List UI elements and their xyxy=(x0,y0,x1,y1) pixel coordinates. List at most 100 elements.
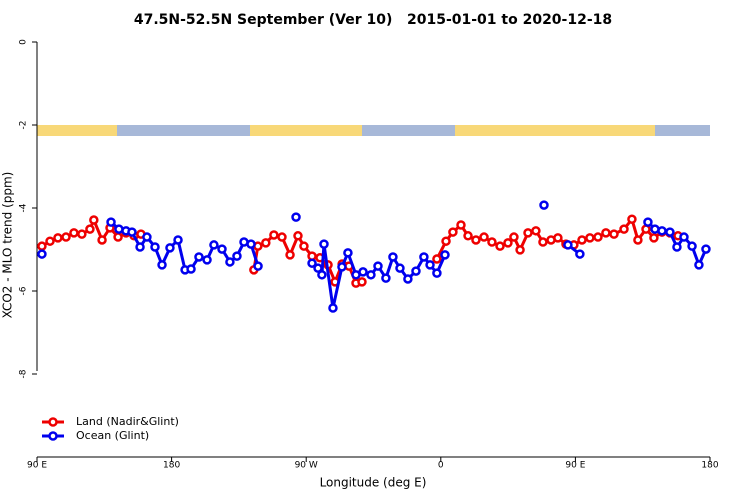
point xyxy=(672,242,682,252)
x-tick-label: 0 xyxy=(438,461,444,471)
point xyxy=(657,226,667,236)
legend-label: Ocean (Glint) xyxy=(76,429,149,442)
point xyxy=(45,236,55,246)
point xyxy=(479,232,489,242)
point xyxy=(269,230,279,240)
point xyxy=(531,226,541,236)
y-tick-label: -8 xyxy=(19,369,29,378)
y-tick-label: -6 xyxy=(19,286,29,295)
point xyxy=(601,228,611,238)
x-tick-label: 90 E xyxy=(565,461,585,471)
point xyxy=(701,244,711,254)
point xyxy=(373,261,383,271)
point xyxy=(577,235,587,245)
point xyxy=(679,232,689,242)
point xyxy=(419,252,429,262)
legend-marker xyxy=(48,417,58,427)
point xyxy=(246,239,256,249)
point xyxy=(539,200,549,210)
point xyxy=(317,270,327,280)
point xyxy=(633,235,643,245)
point xyxy=(202,255,212,265)
point xyxy=(563,240,573,250)
point xyxy=(135,242,145,252)
point xyxy=(432,268,442,278)
point xyxy=(194,252,204,262)
point xyxy=(186,264,196,274)
point xyxy=(487,237,497,247)
point xyxy=(69,228,79,238)
point xyxy=(291,212,301,222)
y-axis-label: XCO2 - MLO trend (ppm) xyxy=(1,172,15,319)
point xyxy=(343,248,353,258)
point xyxy=(165,243,175,253)
point xyxy=(328,303,338,313)
y-tick-label: -2 xyxy=(19,121,29,130)
point xyxy=(388,252,398,262)
point xyxy=(293,231,303,241)
point xyxy=(366,270,376,280)
point xyxy=(97,235,107,245)
point xyxy=(37,241,47,251)
point xyxy=(515,245,525,255)
point xyxy=(495,241,505,251)
point xyxy=(665,227,675,237)
point xyxy=(232,251,242,261)
point xyxy=(448,227,458,237)
point xyxy=(649,233,659,243)
point xyxy=(307,258,317,268)
point xyxy=(538,237,548,247)
chart-title: 47.5N-52.5N September (Ver 10) 2015-01-0… xyxy=(134,12,612,28)
x-tick-label: 90 E xyxy=(27,461,47,471)
point xyxy=(523,228,533,238)
legend-marker xyxy=(48,431,58,441)
point xyxy=(261,238,271,248)
point xyxy=(313,263,323,273)
point xyxy=(37,249,47,259)
point xyxy=(277,232,287,242)
point xyxy=(381,273,391,283)
land-band xyxy=(455,125,655,136)
point xyxy=(687,241,697,251)
land-band xyxy=(250,125,362,136)
point xyxy=(643,217,653,227)
point xyxy=(471,235,481,245)
y-tick-label: 0 xyxy=(19,39,29,45)
point xyxy=(285,250,295,260)
point xyxy=(173,235,183,245)
x-tick-label: 90 W xyxy=(295,461,318,471)
point xyxy=(509,232,519,242)
point xyxy=(411,266,421,276)
point xyxy=(593,232,603,242)
point xyxy=(337,262,347,272)
point xyxy=(113,232,123,242)
point xyxy=(395,263,405,273)
x-tick-label: 180 xyxy=(701,461,718,471)
point xyxy=(89,215,99,225)
point xyxy=(585,233,595,243)
point xyxy=(619,224,629,234)
point xyxy=(575,249,585,259)
legend-label: Land (Nadir&Glint) xyxy=(76,415,179,428)
point xyxy=(319,239,329,249)
point xyxy=(217,244,227,254)
point xyxy=(432,254,442,264)
point xyxy=(694,260,704,270)
point xyxy=(440,250,450,260)
point xyxy=(53,233,63,243)
point xyxy=(403,274,413,284)
point xyxy=(150,242,160,252)
y-tick-label: -4 xyxy=(19,203,29,212)
point xyxy=(253,261,263,271)
point xyxy=(441,236,451,246)
point xyxy=(358,267,368,277)
point xyxy=(609,229,619,239)
point xyxy=(142,232,152,242)
point xyxy=(503,238,513,248)
point xyxy=(106,217,116,227)
point xyxy=(225,257,235,267)
point xyxy=(61,232,71,242)
point xyxy=(357,277,367,287)
